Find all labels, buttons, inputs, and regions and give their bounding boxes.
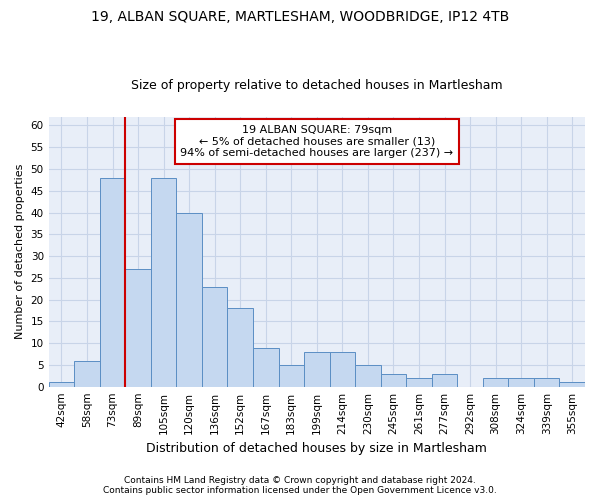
Text: Contains HM Land Registry data © Crown copyright and database right 2024.
Contai: Contains HM Land Registry data © Crown c…	[103, 476, 497, 495]
Bar	[534, 378, 559, 386]
Bar	[380, 374, 406, 386]
Y-axis label: Number of detached properties: Number of detached properties	[15, 164, 25, 340]
Bar	[278, 365, 304, 386]
Bar	[100, 178, 125, 386]
Text: 19 ALBAN SQUARE: 79sqm
← 5% of detached houses are smaller (13)
94% of semi-deta: 19 ALBAN SQUARE: 79sqm ← 5% of detached …	[180, 125, 454, 158]
Bar	[49, 382, 74, 386]
X-axis label: Distribution of detached houses by size in Martlesham: Distribution of detached houses by size …	[146, 442, 487, 455]
Bar	[559, 382, 585, 386]
Bar	[406, 378, 432, 386]
Bar	[253, 348, 278, 387]
Title: Size of property relative to detached houses in Martlesham: Size of property relative to detached ho…	[131, 79, 503, 92]
Bar	[151, 178, 176, 386]
Bar	[227, 308, 253, 386]
Bar	[508, 378, 534, 386]
Bar	[432, 374, 457, 386]
Bar	[304, 352, 329, 386]
Bar	[355, 365, 380, 386]
Bar	[202, 286, 227, 386]
Bar	[329, 352, 355, 386]
Bar	[74, 360, 100, 386]
Text: 19, ALBAN SQUARE, MARTLESHAM, WOODBRIDGE, IP12 4TB: 19, ALBAN SQUARE, MARTLESHAM, WOODBRIDGE…	[91, 10, 509, 24]
Bar	[125, 269, 151, 386]
Bar	[483, 378, 508, 386]
Bar	[176, 212, 202, 386]
